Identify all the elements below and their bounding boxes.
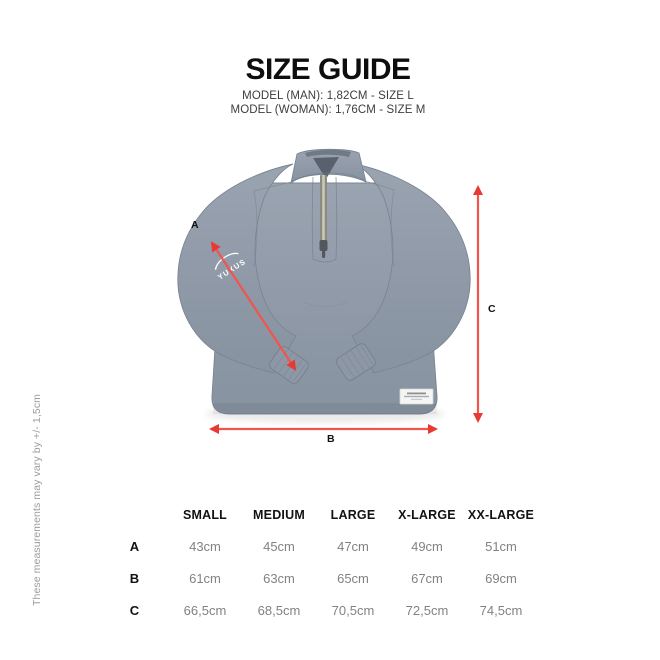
hem-brand-label: [399, 388, 434, 405]
value-a-small: 43cm: [189, 538, 221, 554]
row-label-b: B: [129, 570, 140, 586]
page-title: SIZE GUIDE: [245, 53, 411, 86]
page-header: SIZE GUIDE MODEL (MAN): 1,82CM - SIZE L …: [0, 54, 656, 117]
column-header-large: LARGE: [330, 508, 376, 522]
model-woman-note: MODEL (WOMAN): 1,76CM - SIZE M: [230, 103, 426, 116]
row-label-a: A: [129, 538, 140, 554]
right-cuff: [336, 343, 376, 381]
zipper-teeth: [322, 175, 325, 249]
column-header-small: SMALL: [182, 508, 228, 522]
value-a-medium: 45cm: [263, 538, 295, 554]
dim-label-b: B: [327, 433, 335, 445]
right-sleeve: [351, 163, 471, 374]
model-man-note: MODEL (MAN): 1,82CM - SIZE L: [242, 90, 414, 102]
value-c-small: 66,5cm: [183, 602, 227, 618]
value-b-x-large: 67cm: [411, 570, 443, 586]
value-c-large: 70,5cm: [331, 602, 375, 618]
value-b-medium: 63cm: [263, 570, 295, 586]
value-b-small: 61cm: [189, 570, 221, 586]
shoulder-seams: [253, 180, 395, 192]
value-a-x-large: 49cm: [411, 538, 443, 554]
hem-band: [213, 404, 437, 414]
value-b-large: 65cm: [337, 570, 369, 586]
collar-stitch: [291, 172, 365, 182]
zipper-slider: [319, 240, 328, 251]
dim-label-a: A: [191, 219, 199, 231]
measurement-arrow-a: [210, 241, 297, 371]
row-label-c: C: [129, 602, 140, 618]
placket-seams: [311, 176, 338, 263]
value-c-x-large: 72,5cm: [405, 602, 449, 618]
zipper-pull: [322, 250, 326, 258]
value-a-xx-large: 51cm: [485, 538, 517, 554]
size-table: SMALL MEDIUM LARGE X-LARGE XX-LARGE A 43…: [101, 500, 538, 626]
value-a-large: 47cm: [337, 538, 369, 554]
model-notes: MODEL (MAN): 1,82CM - SIZE L MODEL (WOMA…: [0, 90, 656, 117]
dim-label-c: C: [488, 303, 496, 315]
chest-crease: [301, 301, 349, 307]
collar-inner-shade: [305, 149, 351, 157]
column-header-medium: MEDIUM: [253, 508, 305, 522]
collar-notch: [313, 157, 339, 179]
value-c-xx-large: 74,5cm: [479, 602, 523, 618]
column-header-x-large: X-LARGE: [398, 508, 456, 522]
value-b-xx-large: 69cm: [485, 570, 517, 586]
value-c-medium: 68,5cm: [257, 602, 301, 618]
column-header-xx-large: XX-LARGE: [467, 508, 535, 522]
table-corner-spacer: [101, 500, 168, 530]
